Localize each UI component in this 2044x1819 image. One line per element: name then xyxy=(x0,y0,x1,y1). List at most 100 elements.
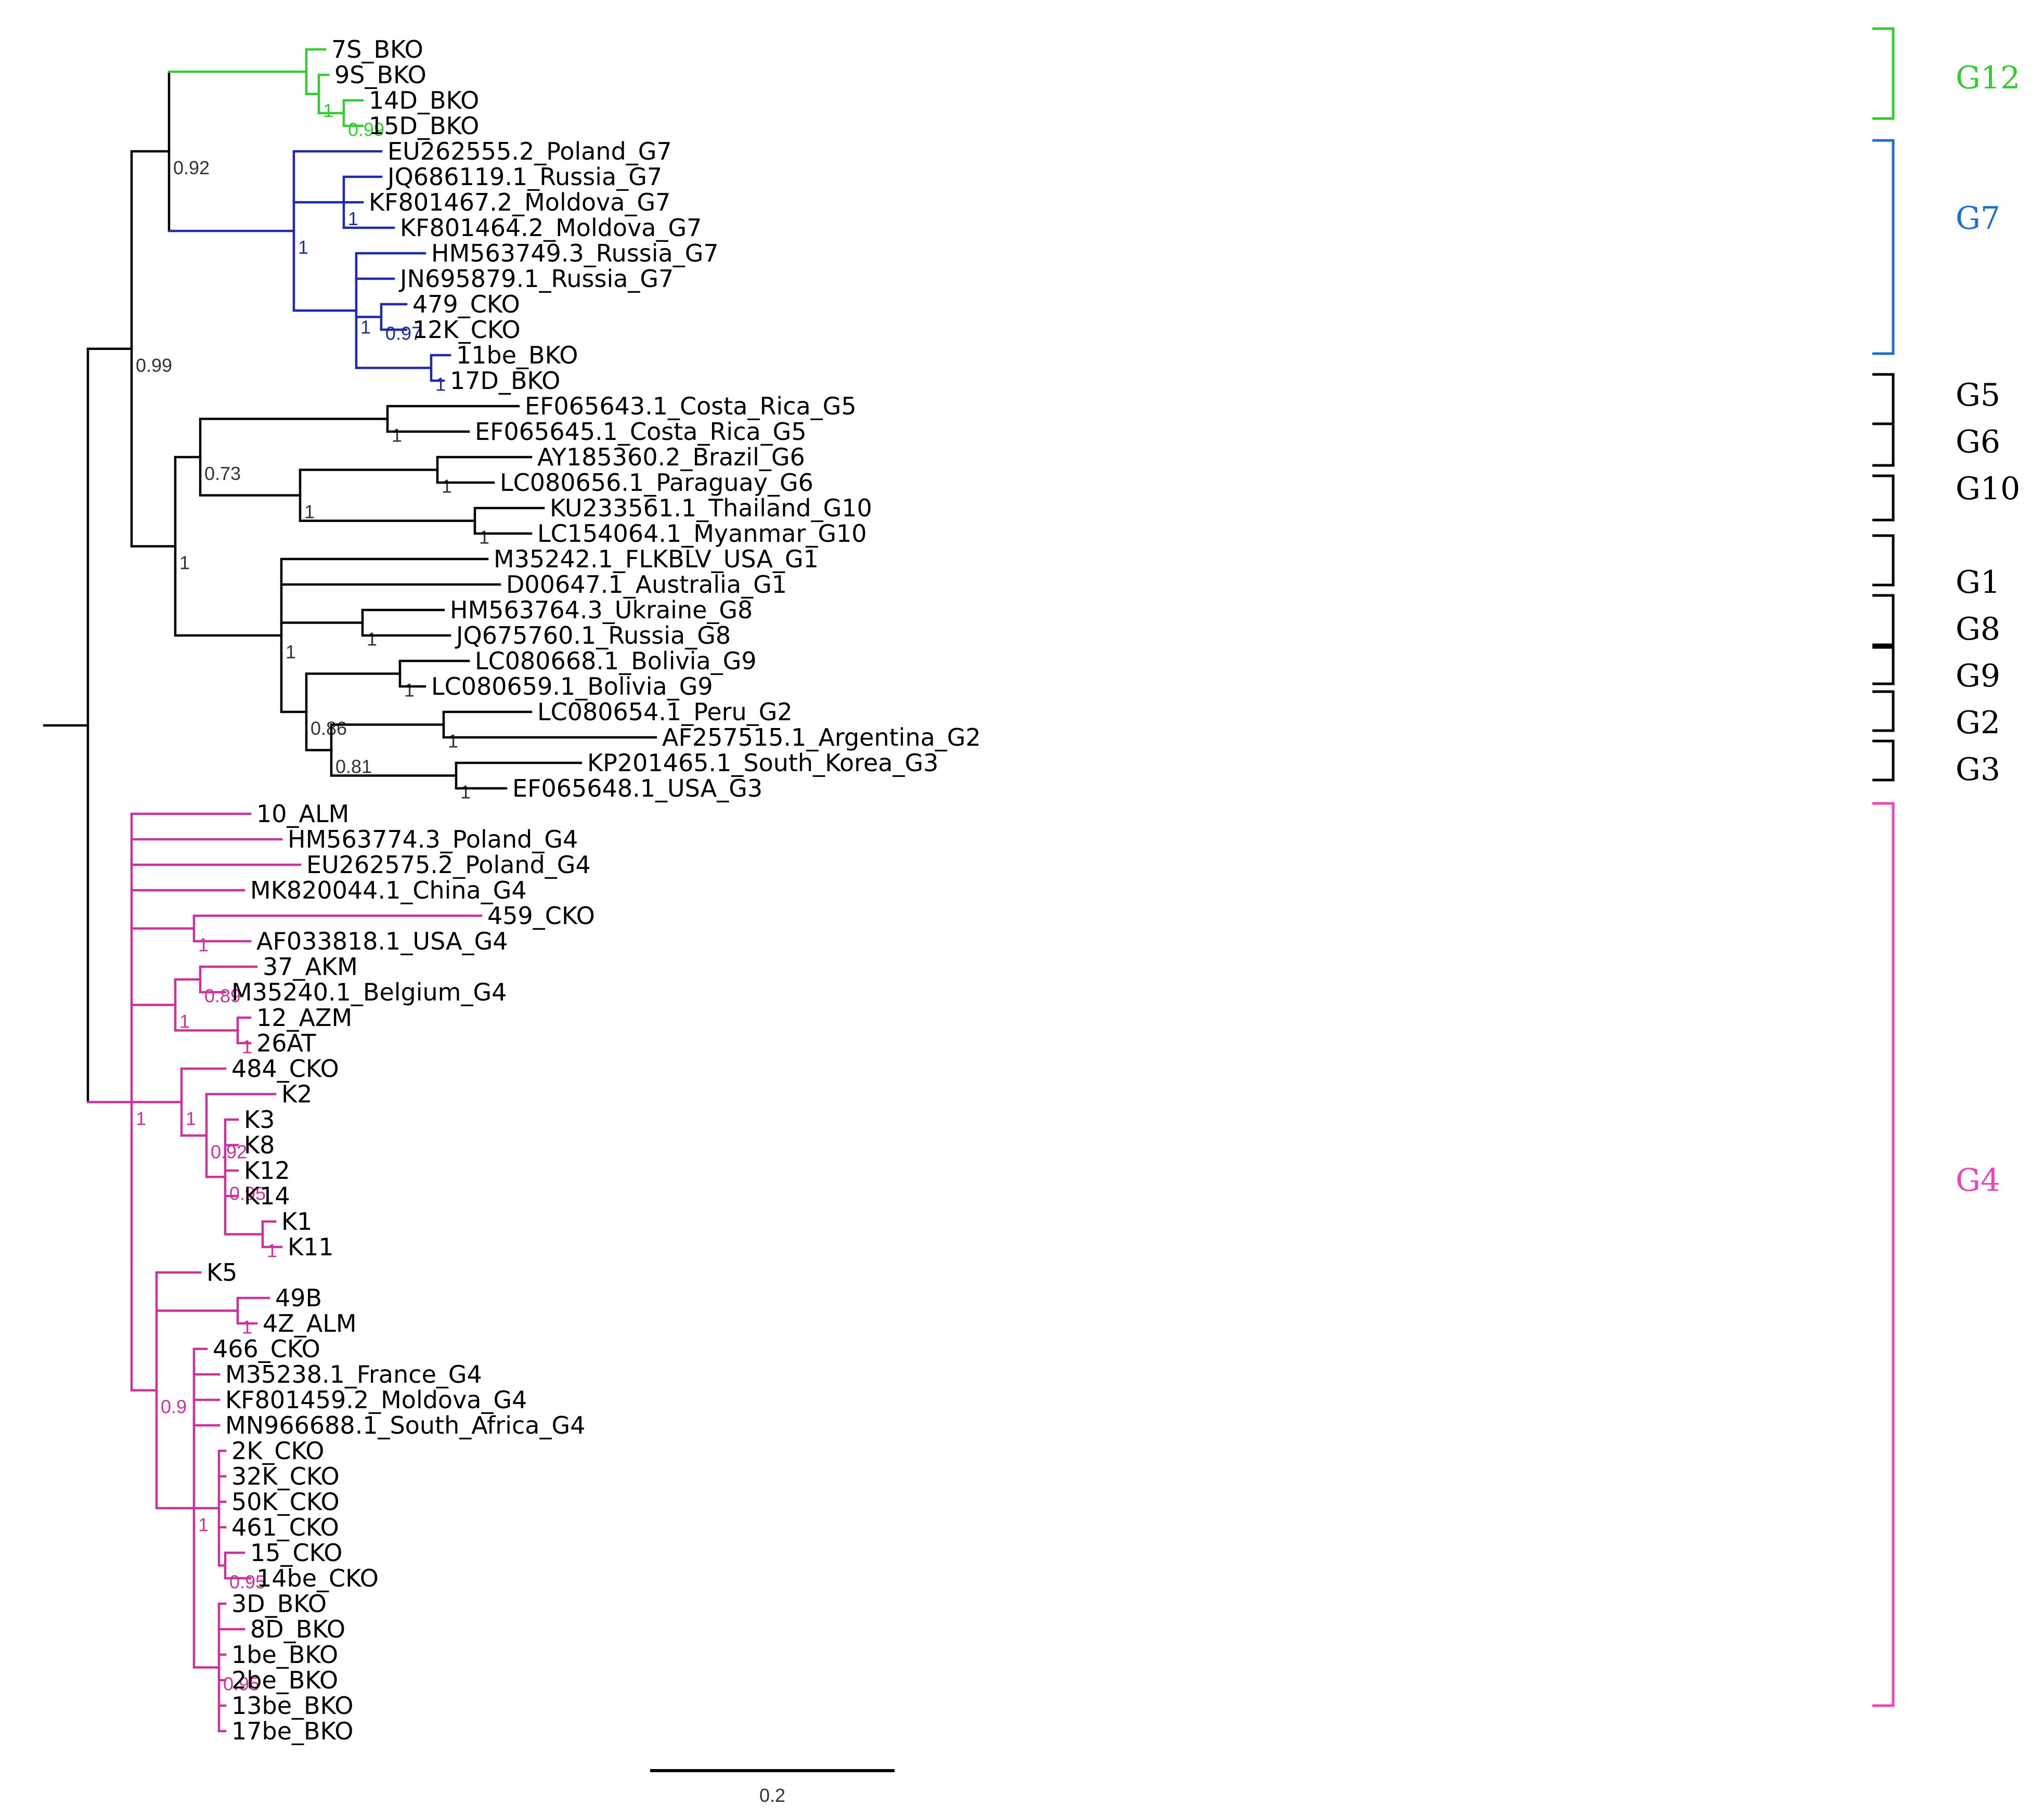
tip-label: K5 xyxy=(206,1258,237,1287)
group-label-g7: G7 xyxy=(1956,200,2000,237)
tip-label: K1 xyxy=(281,1207,312,1236)
tip-label: 32K_CKO xyxy=(231,1462,340,1490)
tip-label: 8D_BKO xyxy=(250,1615,345,1643)
tip-label: 50K_CKO xyxy=(231,1488,340,1516)
tip-label: 459_CKO xyxy=(487,902,595,930)
group-label-g3: G3 xyxy=(1956,751,2000,788)
bracket-g7 xyxy=(1872,139,1895,355)
tip-label: KF801467.2_Moldova_G7 xyxy=(369,188,670,216)
tip-label: 15D_BKO xyxy=(369,112,479,140)
tip-label: 17be_BKO xyxy=(231,1717,353,1745)
tip-label: LC080659.1_Bolivia_G9 xyxy=(431,672,713,700)
support-value: 0.73 xyxy=(204,463,241,484)
support-value: 1 xyxy=(267,1240,277,1262)
tip-label: LC154064.1_Myanmar_G10 xyxy=(537,519,867,548)
support-value: 1 xyxy=(198,934,209,956)
tip-label: EF065648.1_USA_G3 xyxy=(512,774,762,802)
group-label-g5: G5 xyxy=(1956,377,2000,413)
tip-label: 7S_BKO xyxy=(331,35,423,63)
tip-label: K2 xyxy=(281,1080,312,1108)
support-value: 0.81 xyxy=(335,756,372,777)
tip-label: 14D_BKO xyxy=(369,86,479,114)
tip-label: 49B xyxy=(275,1284,322,1312)
bracket-g2 xyxy=(1872,690,1895,732)
tip-label: 2K_CKO xyxy=(231,1437,324,1465)
tip-label: 13be_BKO xyxy=(231,1692,353,1720)
tip-label: 14be_CKO xyxy=(256,1564,379,1592)
tip-label: EU262555.2_Poland_G7 xyxy=(387,137,672,165)
support-value: 1 xyxy=(360,316,371,337)
support-value: 1 xyxy=(448,731,458,752)
tip-label: 1be_BKO xyxy=(231,1641,338,1669)
tip-label: KF801464.2_Moldova_G7 xyxy=(400,214,702,242)
tip-label: HM563774.3_Poland_G4 xyxy=(288,825,578,853)
tip-label: 12K_CKO xyxy=(412,316,521,344)
tip-label: EU262575.2_Poland_G4 xyxy=(306,851,591,879)
bracket-g1 xyxy=(1872,534,1895,587)
support-value: 1 xyxy=(179,1011,190,1032)
tip-label: 4Z_ALM xyxy=(263,1309,357,1337)
support-value: 0.9 xyxy=(161,1396,187,1418)
tip-label: K8 xyxy=(244,1131,275,1159)
support-value: 1 xyxy=(348,208,358,229)
tip-label: AF033818.1_USA_G4 xyxy=(256,927,508,955)
tip-label: JQ686119.1_Russia_G7 xyxy=(386,163,662,191)
bracket-g8 xyxy=(1872,594,1895,646)
group-label-g1: G1 xyxy=(1956,564,2000,601)
tip-label: 3D_BKO xyxy=(231,1590,327,1618)
tip-label: 15_CKO xyxy=(250,1539,343,1567)
tip-label: KP201465.1_South_Korea_G3 xyxy=(587,749,938,777)
support-value: 1 xyxy=(136,1108,146,1129)
tip-label: K12 xyxy=(244,1157,290,1185)
tip-label: M35240.1_Belgium_G4 xyxy=(231,978,507,1006)
support-value: 0.99 xyxy=(136,355,172,376)
group-label-g4: G4 xyxy=(1956,1162,2000,1199)
tip-label: 479_CKO xyxy=(412,290,520,318)
group-label-g9: G9 xyxy=(1956,658,2000,694)
tip-label: LC080654.1_Peru_G2 xyxy=(537,698,793,726)
support-value: 1 xyxy=(298,237,308,258)
tip-label: K3 xyxy=(244,1106,275,1134)
tip-label: LC080668.1_Bolivia_G9 xyxy=(475,647,757,675)
tip-label: M35238.1_France_G4 xyxy=(225,1360,482,1388)
support-value: 1 xyxy=(392,425,402,446)
tip-label: 466_CKO xyxy=(213,1335,320,1363)
tip-label: LC080656.1_Paraguay_G6 xyxy=(500,469,813,497)
support-value: 0.99 xyxy=(348,119,384,140)
bracket-g9 xyxy=(1872,646,1895,685)
support-value: 1 xyxy=(367,629,377,650)
support-value: 0.89 xyxy=(204,985,241,1007)
support-value: 0.92 xyxy=(173,157,210,178)
support-value: 0.95 xyxy=(229,1571,266,1593)
tip-label: M35242.1_FLKBLV_USA_G1 xyxy=(494,545,819,573)
tip-label: EF065645.1_Costa_Rica_G5 xyxy=(475,418,807,446)
bracket-g3 xyxy=(1872,739,1895,782)
tip-label: KU233561.1_Thailand_G10 xyxy=(550,494,872,522)
tip-label: 9S_BKO xyxy=(334,61,426,89)
support-value: 1 xyxy=(286,641,296,662)
group-label-g2: G2 xyxy=(1956,705,2000,741)
support-value: 1 xyxy=(435,374,446,395)
bracket-g6 xyxy=(1872,422,1895,467)
tip-label: MK820044.1_China_G4 xyxy=(250,876,527,904)
support-value: 1 xyxy=(304,501,315,523)
support-value: 1 xyxy=(479,527,489,548)
support-value: 1 xyxy=(323,100,333,121)
tip-label: 26AT xyxy=(256,1029,316,1057)
tip-label: HM563764.3_Ukraine_G8 xyxy=(450,596,753,624)
support-value: 0.95 xyxy=(229,1183,266,1204)
group-label-g12: G12 xyxy=(1956,60,2020,96)
tip-label: 37_AKM xyxy=(263,953,358,981)
group-label-g10: G10 xyxy=(1956,471,2020,507)
tip-label: MN966688.1_South_Africa_G4 xyxy=(225,1411,585,1439)
tip-label: HM563749.3_Russia_G7 xyxy=(431,239,719,267)
bracket-g10 xyxy=(1872,474,1895,522)
support-value: 1 xyxy=(404,680,415,701)
tip-label: 12_AZM xyxy=(256,1004,352,1032)
scale-bar-label: 0.2 xyxy=(759,1785,785,1806)
tip-label: 461_CKO xyxy=(231,1513,339,1541)
tip-label: 484_CKO xyxy=(231,1055,339,1083)
tip-label: 10_ALM xyxy=(256,800,349,828)
support-value: 1 xyxy=(242,1317,252,1338)
